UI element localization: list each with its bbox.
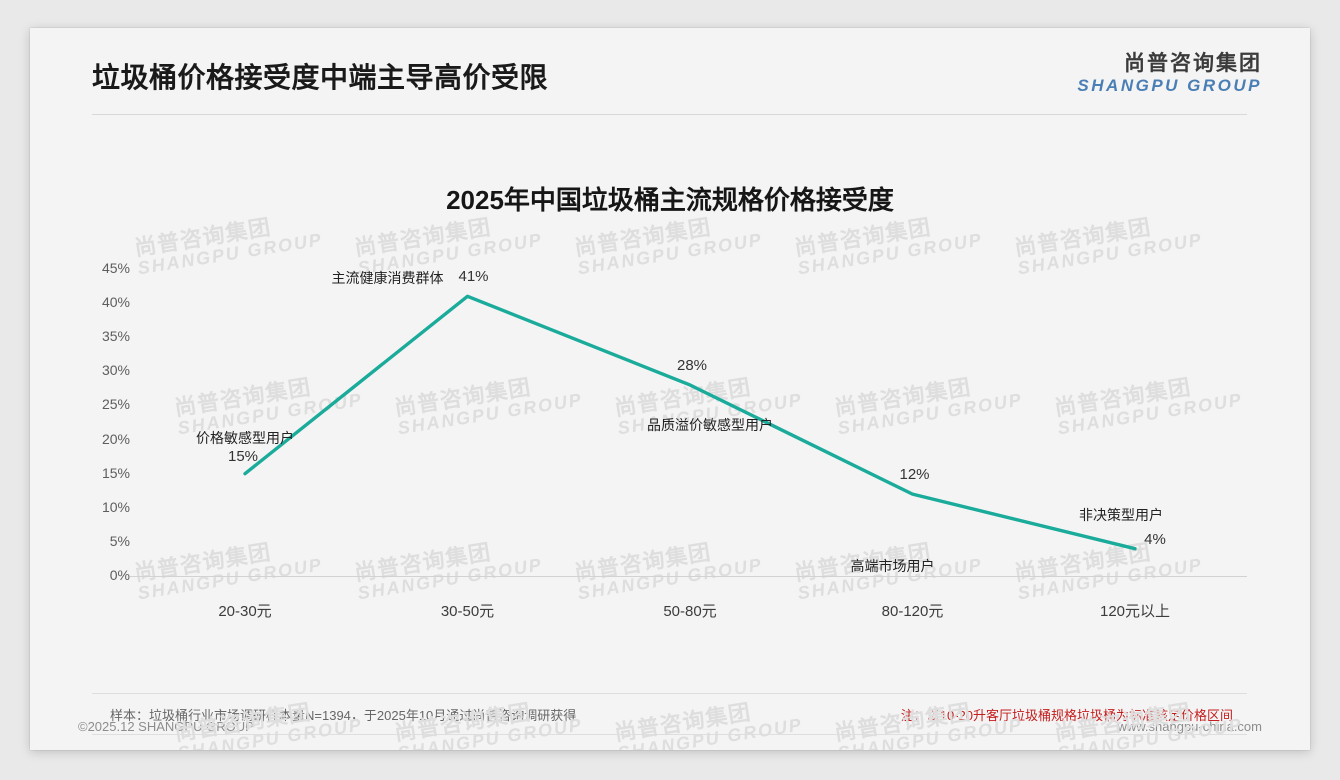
data-point-label: 28% — [676, 356, 708, 374]
series-annotation: 主流健康消费群体 — [331, 270, 444, 287]
series-annotation: 品质溢价敏感型用户 — [647, 416, 773, 433]
x-axis-tick-label: 120元以上 — [1099, 603, 1171, 620]
chart-series-svg — [243, 294, 1137, 551]
copyright-text: ©2025.12 SHANGPU GROUP — [78, 719, 254, 734]
y-axis-tick-label: 0% — [109, 567, 130, 583]
website-text[interactable]: www.shangpu-china.com — [1117, 719, 1262, 734]
slide-card: 尚普咨询集团 SHANGPU GROUP 尚普咨询集团 SHANGPU GROUP 尚普… — [30, 28, 1310, 750]
y-axis-tick-label: 5% — [109, 532, 130, 549]
slide-header: 垃圾桶价格接受度中端主导高价受限 尚普咨询集团 SHANGPU GROUP — [30, 28, 1310, 116]
sample-note: 样本：垃圾桶行业市场调研样本量N=1394，于2025年10月通过尚普咨询调研获… — [110, 708, 577, 723]
data-point-label: 41% — [458, 268, 489, 286]
y-axis-tick-label: 20% — [101, 430, 130, 447]
line-chart: 45% 40% 35% 30% 25% 20% 15% 10% 5% 0% 20-30元 30-50元… — [30, 28, 1310, 750]
series-annotation: 价格敏感型用户 — [196, 429, 294, 446]
company-logo: 尚普咨询集团 SHANGPU GROUP — [1077, 52, 1262, 97]
x-axis-tick-label: 50-80元 — [663, 603, 717, 620]
page-title: 垃圾桶价格接受度中端主导高价受限 — [92, 62, 549, 93]
y-axis-tick-label: 10% — [101, 498, 130, 515]
series-annotation: 高端市场用户 — [850, 558, 935, 575]
data-point-label: 15% — [227, 447, 259, 465]
data-point-label: 4% — [1144, 530, 1166, 548]
footnote-band: 样本：垃圾桶行业市场调研样本量N=1394，于2025年10月通过尚普咨询调研获… — [92, 693, 1247, 735]
y-axis-tick-label: 45% — [101, 260, 130, 276]
x-axis-line — [130, 576, 1247, 577]
logo-text-en: SHANGPU GROUP — [1077, 76, 1262, 96]
y-axis-tick-label: 40% — [101, 294, 130, 311]
data-point-label: 12% — [899, 466, 930, 484]
series-annotation: 非决策型用户 — [1079, 506, 1163, 523]
red-note: 注：以10-20升客厅垃圾桶规格垃圾桶为标准核定价格区间 — [900, 708, 1233, 723]
y-axis-tick-label: 35% — [101, 328, 130, 345]
x-axis-tick-label: 20-30元 — [218, 603, 272, 620]
y-axis-tick-label: 30% — [101, 362, 130, 379]
series-line — [243, 294, 1137, 551]
x-axis-tick-label: 30-50元 — [440, 603, 495, 620]
chart-title: 2025年中国垃圾桶主流规格价格接受度 — [446, 185, 894, 215]
header-divider — [92, 114, 1247, 115]
y-axis-tick-label: 25% — [101, 396, 130, 413]
x-axis-tick-label: 80-120元 — [881, 603, 944, 620]
y-axis-tick-label: 15% — [101, 464, 130, 481]
logo-text-cn: 尚普咨询集团 — [1124, 52, 1262, 75]
